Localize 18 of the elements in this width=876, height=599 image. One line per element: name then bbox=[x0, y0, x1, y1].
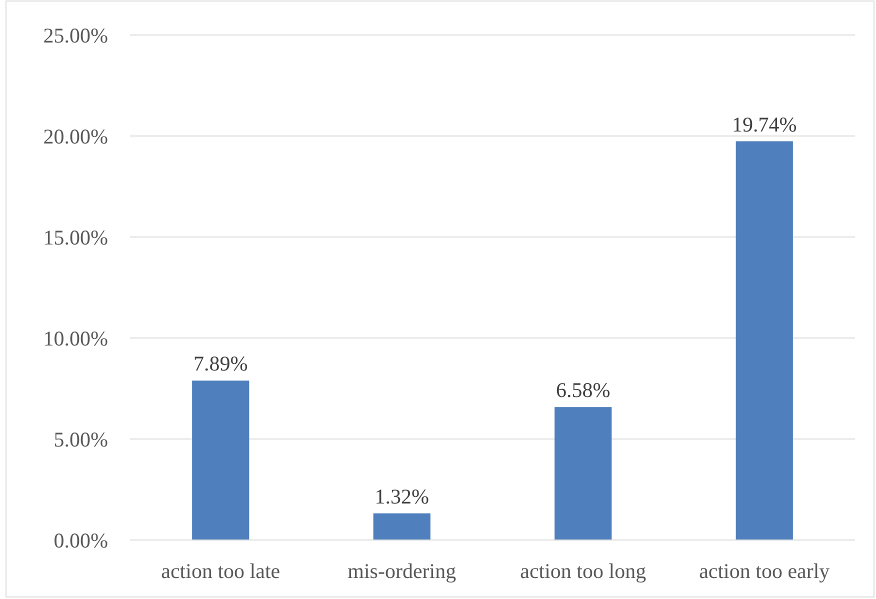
bar bbox=[373, 513, 430, 540]
bar bbox=[736, 141, 793, 540]
data-label: 19.74% bbox=[732, 112, 797, 136]
y-tick-label: 10.00% bbox=[43, 326, 108, 350]
x-tick-label: action too early bbox=[699, 559, 830, 583]
y-tick-label: 0.00% bbox=[54, 528, 108, 552]
x-tick-label: action too late bbox=[161, 559, 280, 583]
data-label: 6.58% bbox=[556, 378, 610, 402]
x-tick-label: mis-ordering bbox=[348, 559, 457, 583]
y-tick-label: 25.00% bbox=[43, 23, 108, 48]
bar bbox=[554, 407, 612, 540]
y-tick-label: 20.00% bbox=[43, 124, 108, 148]
y-tick-label: 5.00% bbox=[54, 427, 108, 452]
data-label: 1.32% bbox=[374, 484, 429, 508]
data-label: 7.89% bbox=[194, 352, 248, 376]
x-tick-label: action too long bbox=[520, 559, 647, 583]
y-tick-label: 15.00% bbox=[43, 225, 108, 250]
bar bbox=[192, 380, 250, 540]
